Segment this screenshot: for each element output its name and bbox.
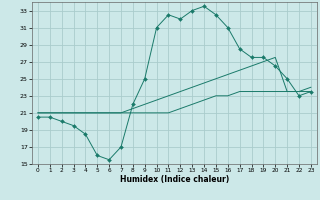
X-axis label: Humidex (Indice chaleur): Humidex (Indice chaleur) (120, 175, 229, 184)
